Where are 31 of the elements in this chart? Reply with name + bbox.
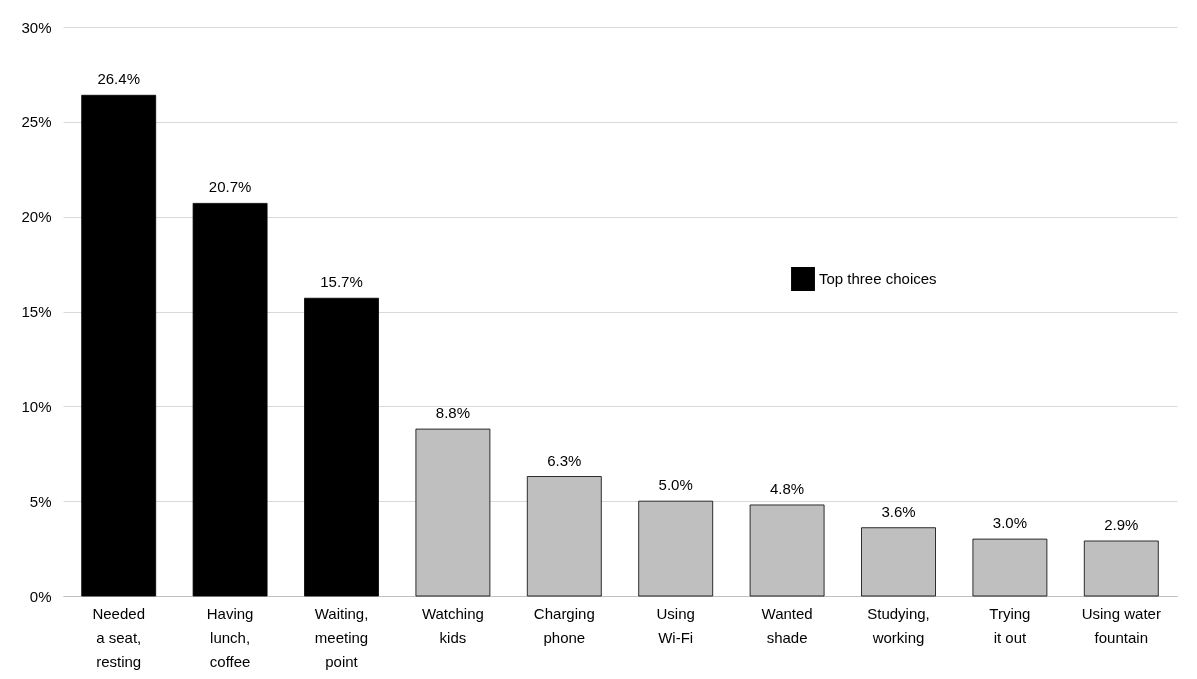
y-tick-label: 5%	[29, 492, 52, 510]
legend-label: Top three choices	[819, 270, 937, 287]
x-tick-label: Studying, working	[867, 604, 930, 646]
data-label: 3.6%	[881, 502, 916, 520]
data-label: 20.7%	[208, 178, 252, 196]
y-tick-label: 0%	[29, 587, 52, 605]
x-tick-label: Using Wi-Fi	[656, 604, 695, 646]
bar	[192, 202, 268, 597]
data-label: 26.4%	[97, 70, 140, 88]
x-tick-label: Charging phone	[533, 604, 595, 646]
y-tick-label: 10%	[21, 397, 52, 415]
y-tick-label: 25%	[21, 113, 52, 131]
bar	[304, 297, 379, 597]
x-tick-label: Using water fountain	[1081, 604, 1161, 646]
x-tick-label: Watching kids	[421, 604, 484, 646]
x-tick-label: Needed a seat, resting	[92, 604, 145, 670]
y-tick-label: 30%	[21, 18, 52, 36]
x-tick-label: Waiting, meeting point	[314, 604, 369, 670]
data-label: 3.0%	[992, 514, 1027, 532]
data-label: 4.8%	[770, 479, 805, 497]
data-label: 2.9%	[1104, 516, 1139, 533]
x-tick-label: Wanted shade	[761, 604, 813, 646]
bar	[81, 94, 157, 597]
data-label: 6.3%	[547, 451, 582, 469]
x-tick-label: Having lunch, coffee	[206, 604, 254, 670]
y-tick-label: 20%	[21, 208, 52, 226]
data-label: 8.8%	[435, 404, 470, 422]
x-tick-label: Trying it out	[989, 604, 1031, 646]
data-label: 15.7%	[320, 273, 363, 291]
data-label: 5.0%	[658, 476, 693, 494]
y-tick-label: 15%	[21, 303, 52, 320]
